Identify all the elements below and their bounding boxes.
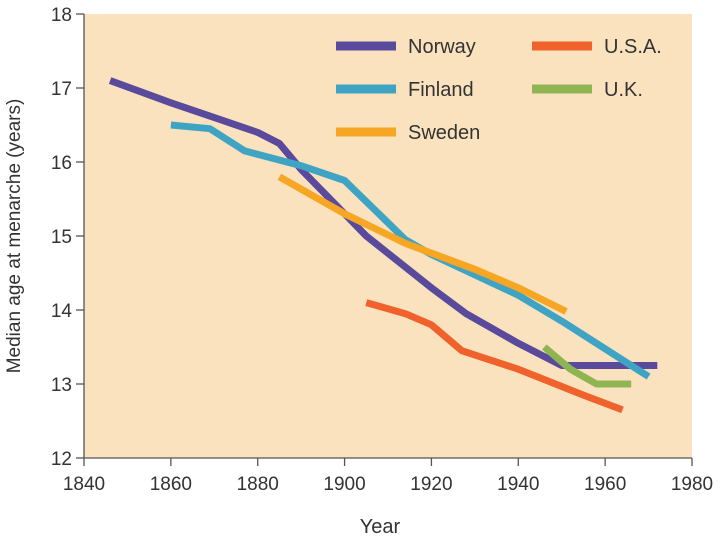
legend-label: U.S.A.: [604, 36, 662, 58]
legend-label: Norway: [408, 36, 476, 58]
y-tick-label: 16: [51, 153, 72, 174]
x-tick-label: 1840: [63, 474, 105, 495]
x-tick-label: 1880: [237, 474, 279, 495]
x-tick-label: 1920: [410, 474, 452, 495]
legend-label: Sweden: [408, 122, 480, 144]
x-tick-label: 1980: [671, 474, 713, 495]
legend-label: U.K.: [604, 79, 643, 101]
series-line-uk: [542, 344, 632, 388]
y-tick-label: 14: [51, 301, 73, 322]
series-line-usa: [365, 299, 624, 414]
x-tick-label: 1940: [497, 474, 539, 495]
legend-label: Finland: [408, 79, 474, 101]
y-tick-label: 13: [51, 375, 72, 396]
series-line-finland: [170, 121, 651, 380]
series-line-sweden: [277, 173, 568, 315]
y-tick-label: 18: [51, 5, 72, 26]
y-axis-label: Median age at menarche (years): [4, 99, 25, 374]
y-tick-label: 15: [51, 227, 72, 248]
x-tick-label: 1860: [150, 474, 192, 495]
x-tick-label: 1900: [323, 474, 365, 495]
y-tick-label: 12: [51, 449, 72, 470]
x-axis-label: Year: [360, 516, 401, 538]
x-tick-label: 1960: [584, 474, 626, 495]
y-tick-label: 17: [51, 79, 72, 100]
